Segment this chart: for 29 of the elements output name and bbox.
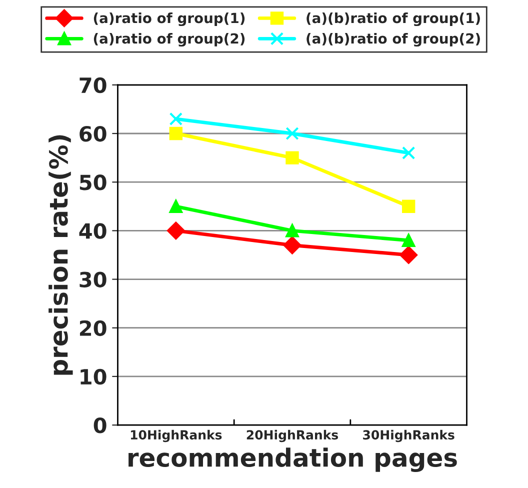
- point: [283, 236, 302, 254]
- point: [402, 234, 416, 248]
- point: [167, 222, 185, 240]
- point: [286, 224, 299, 238]
- y-tick-label: 50: [80, 174, 106, 190]
- y-tick-label: 0: [94, 418, 106, 434]
- point: [400, 246, 418, 264]
- x-axis-title: recommendation pages: [128, 448, 457, 472]
- y-tick-label: 40: [79, 223, 106, 239]
- y-tick-label: 70: [80, 77, 106, 94]
- y-tick-label: 60: [80, 126, 106, 142]
- y-tick-label: 10: [80, 368, 106, 385]
- legend-label: (a)(b)ratio of group(2): [306, 32, 480, 47]
- legend-label: (a)ratio of group(2): [94, 32, 245, 47]
- point: [169, 200, 183, 213]
- y-tick-label: 30: [80, 272, 106, 288]
- point: [169, 126, 183, 140]
- point: [402, 200, 416, 213]
- legend-label: (a)ratio of group(1): [94, 12, 245, 26]
- y-tick-label: 20: [80, 320, 106, 336]
- legend-label: (a)(b)ratio of group(1): [306, 12, 480, 26]
- x-tick-label: 10HighRanks: [130, 430, 222, 442]
- point: [402, 146, 416, 160]
- x-tick-label: 30HighRanks: [363, 430, 454, 442]
- point: [286, 151, 299, 164]
- point: [286, 126, 299, 140]
- x-tick-label: 20HighRanks: [246, 430, 338, 442]
- y-axis-title: precision rate(%): [48, 135, 73, 375]
- point: [169, 112, 183, 126]
